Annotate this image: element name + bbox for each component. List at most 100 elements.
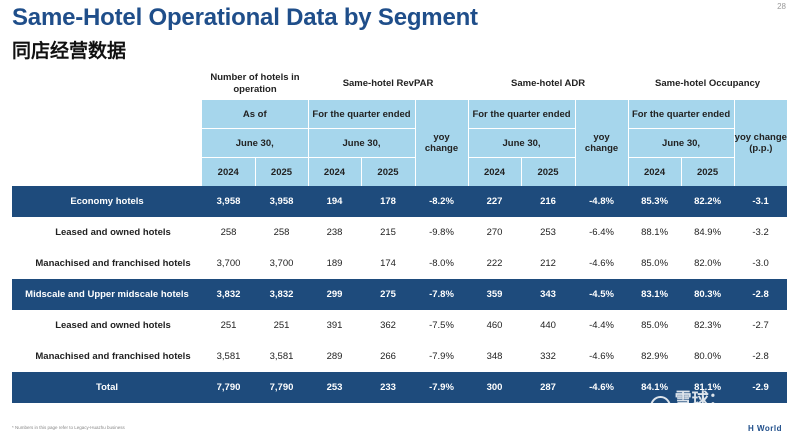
cell-occ-yoy: -3.1 <box>734 186 788 217</box>
cell-adr-2024: 460 <box>486 320 503 331</box>
table-row-midscale-franchised: Manachised and franchised hotels 3,581 3… <box>12 341 787 372</box>
table-row-midscale: Midscale and Upper midscale hotels 3,832… <box>12 279 788 310</box>
header-as-of: As of <box>202 100 309 129</box>
cell-revpar-yoy: -9.8% <box>429 227 454 238</box>
page-title: Same-Hotel Operational Data by Segment <box>12 4 478 31</box>
header-date-hotels: June 30, <box>202 128 309 158</box>
cell-adr-yoy: -4.6% <box>575 372 629 403</box>
cell-adr-2025: 253 <box>540 227 556 238</box>
header-group-row: Number of hotels in operation Same-hotel… <box>12 68 787 100</box>
cell-revpar-2025: 266 <box>380 351 396 362</box>
cell-occ-yoy: -3.0 <box>752 258 769 269</box>
cell-occ-yoy: -2.8 <box>734 279 788 310</box>
cell-occ-2025: 82.0% <box>694 258 722 269</box>
cell-adr-2025: 212 <box>540 258 556 269</box>
brand-logo: H World <box>747 424 782 433</box>
header-adr-yoy: yoy change <box>575 100 629 186</box>
header-year-row: 2024 2025 2024 2025 2024 2025 2024 2025 <box>12 157 787 186</box>
cell-revpar-2024: 391 <box>326 320 343 331</box>
cell-revpar-2025: 174 <box>380 258 396 269</box>
cell-occ-2025: 82.3% <box>694 320 722 331</box>
cell-hotels-2024: 3,581 <box>216 351 241 362</box>
cell-revpar-2024: 194 <box>308 186 361 217</box>
header-date-occ: June 30, <box>628 128 735 158</box>
header-empty <box>12 100 202 129</box>
cell-adr-2024: 222 <box>486 258 503 269</box>
row-label: Leased and owned hotels <box>55 227 171 238</box>
cell-occ-yoy: -3.2 <box>752 227 769 238</box>
row-label: Total <box>12 372 202 403</box>
page-number: 28 <box>777 2 786 11</box>
operational-data-table: Number of hotels in operation Same-hotel… <box>12 68 788 403</box>
cell-adr-yoy: -4.6% <box>589 351 614 362</box>
header-adr-quarter: For the quarter ended <box>468 100 576 129</box>
cell-occ-2025: 82.2% <box>681 186 735 217</box>
header-empty <box>12 68 202 100</box>
cell-occ-2024: 85.0% <box>641 320 669 331</box>
watermark: 雪球：qiutang <box>650 390 790 430</box>
cell-hotels-2025: 251 <box>273 320 290 331</box>
cell-revpar-yoy: -8.2% <box>415 186 469 217</box>
snowball-icon <box>650 396 671 418</box>
cell-adr-2024: 227 <box>468 186 522 217</box>
cell-revpar-2025: 275 <box>361 279 415 310</box>
header-occupancy: Same-hotel Occupancy <box>655 78 761 89</box>
header-empty <box>12 129 202 158</box>
cell-revpar-2024: 289 <box>326 351 343 362</box>
cell-hotels-2024: 251 <box>220 320 237 331</box>
cell-adr-yoy: -4.4% <box>589 320 614 331</box>
table-row-total: Total 7,790 7,790 253 233 -7.9% 300 287 … <box>12 372 788 403</box>
cell-revpar-2025: 178 <box>361 186 415 217</box>
cell-adr-2024: 300 <box>468 372 522 403</box>
header-occ-quarter: For the quarter ended <box>628 100 735 129</box>
cell-adr-2024: 359 <box>468 279 522 310</box>
cell-adr-yoy: -4.8% <box>575 186 629 217</box>
header-year: 2024 <box>308 157 362 186</box>
cell-hotels-2024: 3,958 <box>202 186 255 217</box>
cell-occ-2025: 81.1% <box>681 372 735 403</box>
cell-occ-2024: 85.0% <box>641 258 669 269</box>
cell-occ-2025: 80.3% <box>681 279 735 310</box>
cell-adr-yoy: -4.5% <box>575 279 629 310</box>
cell-occ-2025: 80.0% <box>694 351 722 362</box>
row-label: Economy hotels <box>12 186 202 217</box>
cell-adr-2025: 216 <box>521 186 576 217</box>
cell-hotels-2024: 7,790 <box>202 372 255 403</box>
table-row-midscale-leased: Leased and owned hotels 251 251 391 362 … <box>12 310 787 341</box>
cell-adr-yoy: -4.6% <box>589 258 614 269</box>
header-occ-yoy: yoy change (p.p.) <box>734 100 788 186</box>
cell-occ-2024: 84.1% <box>628 372 682 403</box>
footnote: * Numbers in this page refer to Legacy-H… <box>12 425 125 430</box>
header-year: 2025 <box>255 157 309 186</box>
cell-revpar-2024: 189 <box>326 258 343 269</box>
header-date-adr: June 30, <box>468 128 576 158</box>
cell-occ-2024: 83.1% <box>628 279 682 310</box>
header-revpar-quarter: For the quarter ended <box>308 100 416 129</box>
table-row-economy-franchised: Manachised and franchised hotels 3,700 3… <box>12 248 787 279</box>
cell-adr-2025: 287 <box>521 372 576 403</box>
header-period-row: As of For the quarter ended yoy change F… <box>12 100 788 186</box>
header-year: 2025 <box>521 157 576 186</box>
header-date-revpar: June 30, <box>308 128 416 158</box>
table-row-economy-leased: Leased and owned hotels 258 258 238 215 … <box>12 217 787 248</box>
header-num-hotels: Number of hotels in operation <box>210 72 300 95</box>
cell-adr-2024: 348 <box>486 351 503 362</box>
cell-revpar-yoy: -7.8% <box>415 279 469 310</box>
cell-occ-2024: 88.1% <box>641 227 669 238</box>
cell-revpar-2024: 253 <box>308 372 361 403</box>
watermark-text: 雪球：qiutang <box>674 389 749 430</box>
cell-revpar-yoy: -8.0% <box>429 258 454 269</box>
cell-hotels-2025: 7,790 <box>255 372 308 403</box>
row-label: Leased and owned hotels <box>55 320 171 331</box>
header-year: 2024 <box>468 157 522 186</box>
cell-hotels-2024: 258 <box>220 227 237 238</box>
cell-occ-yoy: -2.8 <box>752 351 769 362</box>
cell-adr-2025: 332 <box>540 351 556 362</box>
cell-adr-2024: 270 <box>486 227 503 238</box>
header-year: 2025 <box>681 157 735 186</box>
header-revpar-yoy: yoy change <box>415 100 469 186</box>
cell-revpar-2025: 215 <box>380 227 396 238</box>
cell-revpar-2024: 238 <box>326 227 343 238</box>
header-year: 2024 <box>202 157 256 186</box>
cell-revpar-yoy: -7.5% <box>429 320 454 331</box>
